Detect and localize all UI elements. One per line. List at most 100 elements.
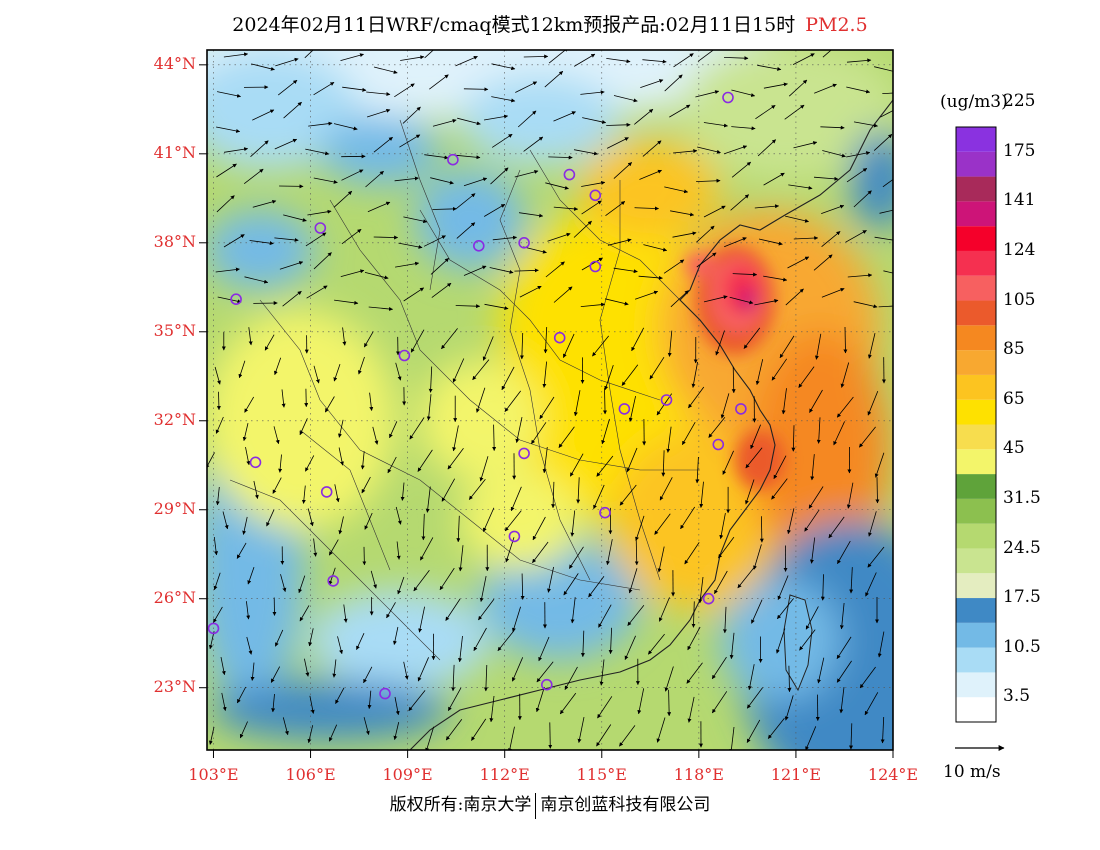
wind-arrow bbox=[424, 50, 434, 59]
wind-arrow bbox=[369, 392, 374, 411]
wind-arrow bbox=[478, 598, 495, 621]
wind-arrow bbox=[357, 356, 365, 375]
wind-arrow bbox=[598, 604, 612, 628]
wind-arrow bbox=[767, 718, 785, 739]
wind-arrow bbox=[879, 209, 893, 214]
wind-arrow bbox=[356, 633, 365, 650]
wind-arrow bbox=[681, 422, 696, 446]
wind-arrow bbox=[373, 66, 398, 74]
wind-arrow bbox=[536, 661, 554, 683]
wind-arrow bbox=[456, 193, 476, 209]
wind-arrow bbox=[535, 686, 545, 713]
wind-arrow bbox=[250, 140, 269, 157]
wind-arrow bbox=[463, 177, 488, 187]
wind-arrow bbox=[479, 456, 489, 482]
wind-arrow bbox=[649, 356, 665, 380]
wind-arrow bbox=[547, 232, 571, 242]
wind-arrow bbox=[458, 635, 463, 663]
wind-arrow bbox=[483, 114, 509, 121]
wind-arrow bbox=[666, 426, 672, 453]
colorbar-bin bbox=[956, 697, 996, 722]
city-marker bbox=[518, 237, 530, 249]
wind-arrow bbox=[696, 252, 717, 268]
city-marker bbox=[553, 331, 566, 344]
wind-arrow bbox=[394, 696, 400, 716]
wind-arrow bbox=[337, 636, 343, 655]
wind-arrow bbox=[213, 572, 221, 591]
wind-arrow bbox=[631, 327, 645, 352]
colorbar-bin bbox=[956, 350, 996, 375]
wind-arrow bbox=[333, 363, 341, 382]
copyright-left: 版权所有:南京大学 bbox=[389, 795, 532, 815]
wind-arrow bbox=[828, 516, 845, 539]
wind-arrow bbox=[456, 222, 476, 239]
coastline bbox=[409, 99, 893, 750]
wind-arrow bbox=[763, 82, 788, 89]
wind-arrow bbox=[581, 180, 606, 187]
wind-arrow bbox=[667, 689, 672, 717]
wind-arrow bbox=[304, 50, 314, 59]
wind-arrow bbox=[788, 184, 813, 190]
wind-arrow bbox=[880, 716, 885, 744]
wind-arrow bbox=[253, 480, 259, 499]
wind-arrow bbox=[745, 447, 763, 469]
wind-arrow bbox=[601, 418, 610, 445]
wind-arrow bbox=[370, 570, 377, 589]
wind-arrow bbox=[456, 515, 461, 543]
wind-arrow bbox=[313, 177, 338, 184]
wind-arrow bbox=[482, 336, 494, 361]
lat-tick-label: 41°N bbox=[153, 142, 196, 162]
wind-arrow bbox=[654, 513, 671, 535]
wind-arrow bbox=[423, 235, 446, 247]
city-marker bbox=[447, 153, 459, 166]
wind-arrow bbox=[445, 598, 461, 621]
wind-arrow bbox=[643, 244, 668, 252]
wind-arrow bbox=[696, 225, 715, 243]
wind-arrow bbox=[708, 416, 726, 438]
wind-arrow bbox=[215, 486, 220, 506]
wind-arrow bbox=[455, 55, 478, 67]
wind-arrow bbox=[849, 567, 854, 594]
wind-arrow bbox=[365, 170, 384, 188]
wind-arrow bbox=[763, 172, 785, 186]
wind-arrow bbox=[664, 666, 674, 692]
wind-arrow bbox=[400, 55, 425, 61]
wind-arrow bbox=[747, 664, 755, 691]
wind-arrow bbox=[805, 726, 817, 750]
wind-arrow bbox=[432, 206, 457, 211]
wind-arrow bbox=[333, 190, 353, 208]
wind-arrow bbox=[731, 89, 756, 97]
wind-arrow bbox=[576, 477, 581, 504]
wind-arrow bbox=[447, 448, 464, 470]
wind-arrow bbox=[306, 285, 328, 299]
wind-arrow bbox=[238, 360, 246, 379]
wind-arrow bbox=[758, 238, 783, 246]
wind-arrow bbox=[504, 390, 522, 412]
wind-arrow bbox=[361, 476, 371, 494]
wind-arrow bbox=[270, 666, 281, 683]
colorbar-unit: (ug/m3) bbox=[940, 92, 1008, 112]
wind-arrow bbox=[846, 167, 868, 183]
wind-arrow bbox=[603, 388, 608, 415]
wind-arrow bbox=[873, 134, 893, 151]
wind-arrow bbox=[634, 206, 659, 211]
wind-arrow bbox=[754, 204, 780, 209]
wind-arrow bbox=[420, 537, 434, 561]
wind-arrow bbox=[627, 604, 645, 626]
wind-arrow bbox=[640, 79, 664, 88]
wind-arrow bbox=[313, 252, 332, 270]
wind-arrow bbox=[221, 692, 227, 711]
wind-arrow bbox=[246, 601, 251, 620]
wind-arrow bbox=[843, 326, 848, 354]
wind-arrow bbox=[483, 203, 506, 217]
wind-arrow bbox=[628, 568, 638, 594]
wind-arrow bbox=[249, 240, 274, 246]
wind-arrow bbox=[421, 513, 426, 541]
wind-arrow bbox=[252, 199, 277, 208]
wind-arrow bbox=[341, 169, 364, 181]
wind-arrow bbox=[605, 201, 626, 217]
wind-arrow bbox=[445, 718, 463, 741]
wind-arrow bbox=[743, 327, 761, 349]
wind-arrow bbox=[532, 541, 549, 564]
wind-arrow bbox=[430, 177, 454, 185]
